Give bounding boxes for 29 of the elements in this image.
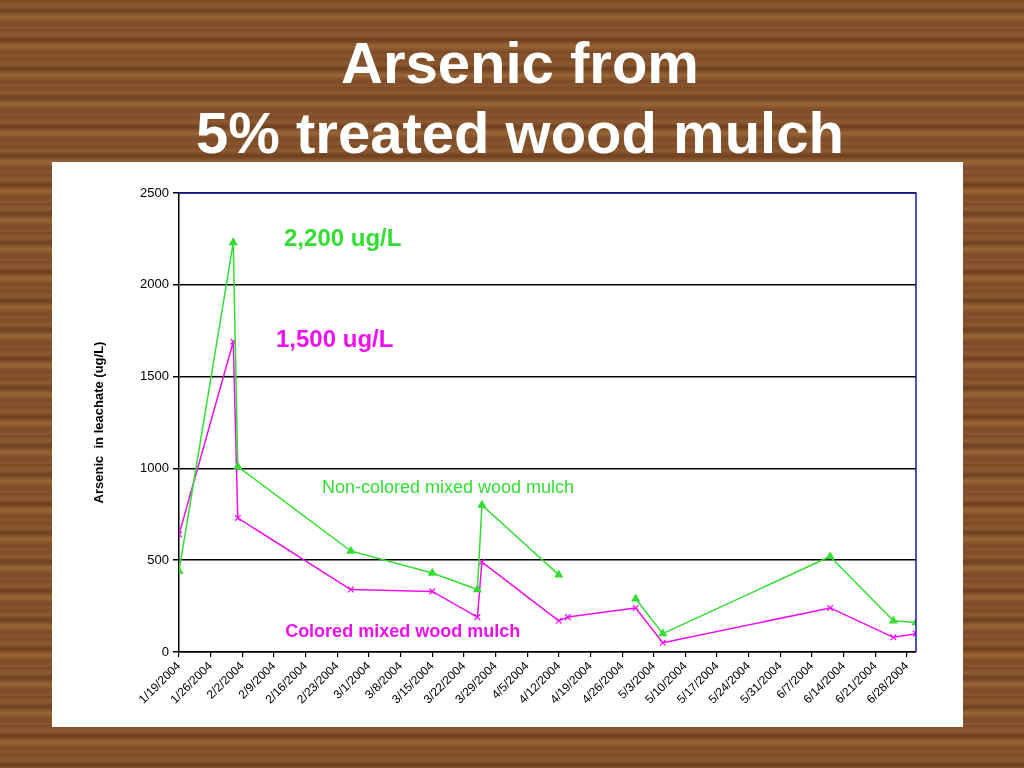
point <box>234 514 242 522</box>
point <box>477 500 487 508</box>
point <box>889 616 898 624</box>
point <box>428 568 437 576</box>
point <box>825 551 835 560</box>
point <box>473 584 482 593</box>
chart-title: Arsenic from 5% treated wood mulch <box>195 29 845 167</box>
y-tick-label: 1500 <box>140 368 169 384</box>
point <box>347 586 355 594</box>
point <box>631 594 640 602</box>
annotation: 1,500 ug/L <box>275 325 394 353</box>
point <box>233 461 242 470</box>
y-tick-label: 2500 <box>140 184 169 200</box>
series-label: Colored mixed wood mulch <box>285 620 521 641</box>
point <box>473 613 481 621</box>
point <box>658 628 667 637</box>
point <box>229 237 238 246</box>
point <box>889 633 897 641</box>
y-axis-title: Arsenic in leachate (ug/L) <box>91 341 107 504</box>
point <box>428 587 436 595</box>
point <box>554 570 563 578</box>
y-tick-label: 1000 <box>140 459 169 475</box>
point <box>346 546 355 554</box>
annotation: 2,200 ug/L <box>284 224 402 252</box>
y-tick-label: 2000 <box>140 276 169 292</box>
y-tick-label: 0 <box>161 643 169 659</box>
series-label: Non-colored mixed wood mulch <box>321 477 575 498</box>
point <box>632 604 640 612</box>
y-tick-label: 500 <box>147 551 169 567</box>
